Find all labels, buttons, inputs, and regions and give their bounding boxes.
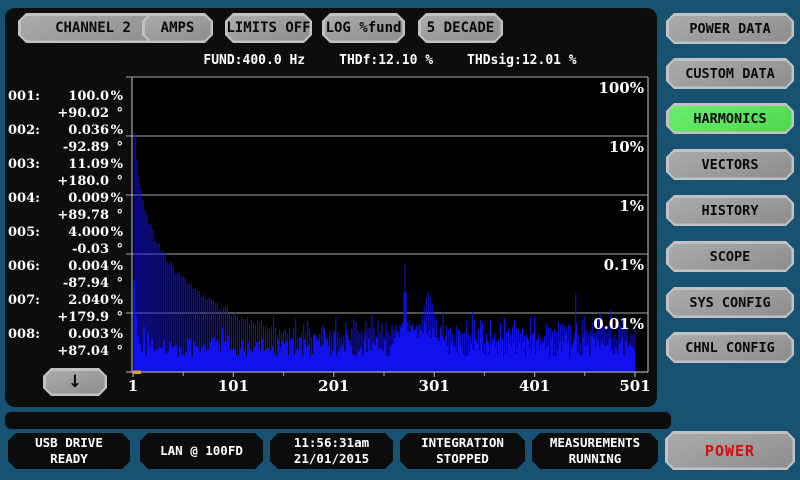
svg-text:1: 1 [128,377,138,395]
fund-readout: FUND:400.0 Hz [203,53,306,68]
menu-sys-config-button[interactable]: SYS CONFIG [666,287,794,318]
harmonic-list-item: 001: 100.0% +90.02 ° [8,88,123,122]
decade-button[interactable]: 5 DECADE [418,13,503,43]
units-button-label: AMPS [145,16,211,41]
down-arrow-icon: ↓ [67,372,83,392]
magnitude-unit: % [110,225,123,240]
svg-text:501: 501 [619,377,650,395]
usb-status: USB DRIVE READY [8,433,130,469]
harmonic-list-item: 008: 0.003% +87.04 ° [8,326,123,360]
phase-unit: ° [116,242,124,257]
units-button[interactable]: AMPS [142,13,213,43]
magnitude-unit: % [110,191,123,206]
harmonic-magnitude: 11.09 [68,157,109,172]
power-button-label: POWER [668,434,793,468]
harmonic-phase: +87.04 [57,344,109,359]
harmonic-list-item: 007: 2.040% +179.9 ° [8,292,123,326]
channel-button-label: CHANNEL 2 [21,16,166,41]
harmonic-magnitude: 0.009 [68,191,109,206]
scroll-down-button[interactable]: ↓ [43,368,107,396]
power-button[interactable]: POWER [665,431,795,470]
magnitude-unit: % [110,259,123,274]
harmonic-index: 002: [8,123,40,138]
harmonic-index: 003: [8,157,40,172]
harmonic-list-item: 003: 11.09% +180.0 ° [8,156,123,190]
harmonic-index: 008: [8,327,40,342]
harmonic-index: 006: [8,259,40,274]
harmonic-index: 004: [8,191,40,206]
thdf-readout: THDf:12.10 % [339,53,434,68]
menu-custom-data-button[interactable]: CUSTOM DATA [666,58,794,89]
menu-vectors-button[interactable]: VECTORS [666,149,794,180]
svg-text:1%: 1% [619,197,644,215]
harmonic-phase: +89.78 [57,208,109,223]
svg-text:0.1%: 0.1% [604,256,644,274]
harmonic-phase: +180.0 [57,174,109,189]
thdsig-readout: THDsig:12.01 % [467,53,577,68]
harmonic-list-item: 006: 0.004% -87.94 ° [8,258,123,292]
svg-text:301: 301 [419,377,450,395]
menu-scope-button[interactable]: SCOPE [666,241,794,272]
harmonic-index: 007: [8,293,40,308]
svg-text:100%: 100% [598,79,644,97]
svg-text:401: 401 [519,377,550,395]
harmonic-index: 005: [8,225,40,240]
phase-unit: ° [116,276,124,291]
scale-button[interactable]: LOG %fund [322,13,405,43]
harmonic-magnitude: 2.040 [68,293,109,308]
magnitude-unit: % [110,123,123,138]
harmonic-phase: -87.94 [62,276,109,291]
menu-power-data-button[interactable]: POWER DATA [666,13,794,44]
svg-text:101: 101 [218,377,249,395]
phase-unit: ° [116,106,124,121]
limits-button[interactable]: LIMITS OFF [225,13,312,43]
scale-button-label: LOG %fund [325,16,403,41]
integration-status: INTEGRATION STOPPED [400,433,525,469]
phase-unit: ° [116,174,124,189]
menu-chnl-config-button[interactable]: CHNL CONFIG [666,332,794,363]
magnitude-unit: % [110,89,123,104]
softkey-label-bar [5,412,671,429]
harmonic-phase: +179.9 [57,310,109,325]
measurement-readouts: FUND:400.0 Hz THDf:12.10 % THDsig:12.01 … [132,53,648,68]
harmonic-magnitude: 0.003 [68,327,109,342]
menu-harmonics-button[interactable]: HARMONICS [666,103,794,134]
harmonic-magnitude: 4.000 [68,225,109,240]
limits-button-label: LIMITS OFF [228,16,310,41]
harmonic-phase: +90.02 [57,106,109,121]
harmonic-list-item: 002: 0.036% -92.89 ° [8,122,123,156]
lan-status: LAN @ 100FD [140,433,263,469]
svg-text:10%: 10% [609,138,644,156]
harmonic-phase: -0.03 [71,242,109,257]
harmonic-magnitude: 0.036 [68,123,109,138]
clock-status: 11:56:31am 21/01/2015 [270,433,393,469]
phase-unit: ° [116,140,124,155]
harmonic-list: 001: 100.0% +90.02 ° 002: 0.036% -92.89 ° 00… [8,88,123,360]
magnitude-unit: % [110,157,123,172]
menu-history-button[interactable]: HISTORY [666,195,794,226]
harmonic-list-item: 004: 0.009% +89.78 ° [8,190,123,224]
measurement-status: MEASUREMENTS RUNNING [532,433,658,469]
magnitude-unit: % [110,293,123,308]
harmonic-magnitude: 100.0 [68,89,109,104]
svg-text:201: 201 [318,377,349,395]
magnitude-unit: % [110,327,123,342]
phase-unit: ° [116,208,124,223]
harmonic-phase: -92.89 [62,140,109,155]
harmonic-index: 001: [8,89,40,104]
harmonic-list-item: 005: 4.000% -0.03 ° [8,224,123,258]
svg-text:0.01%: 0.01% [593,315,644,333]
phase-unit: ° [116,344,124,359]
decade-button-label: 5 DECADE [421,16,501,41]
harmonic-magnitude: 0.004 [68,259,109,274]
phase-unit: ° [116,310,124,325]
